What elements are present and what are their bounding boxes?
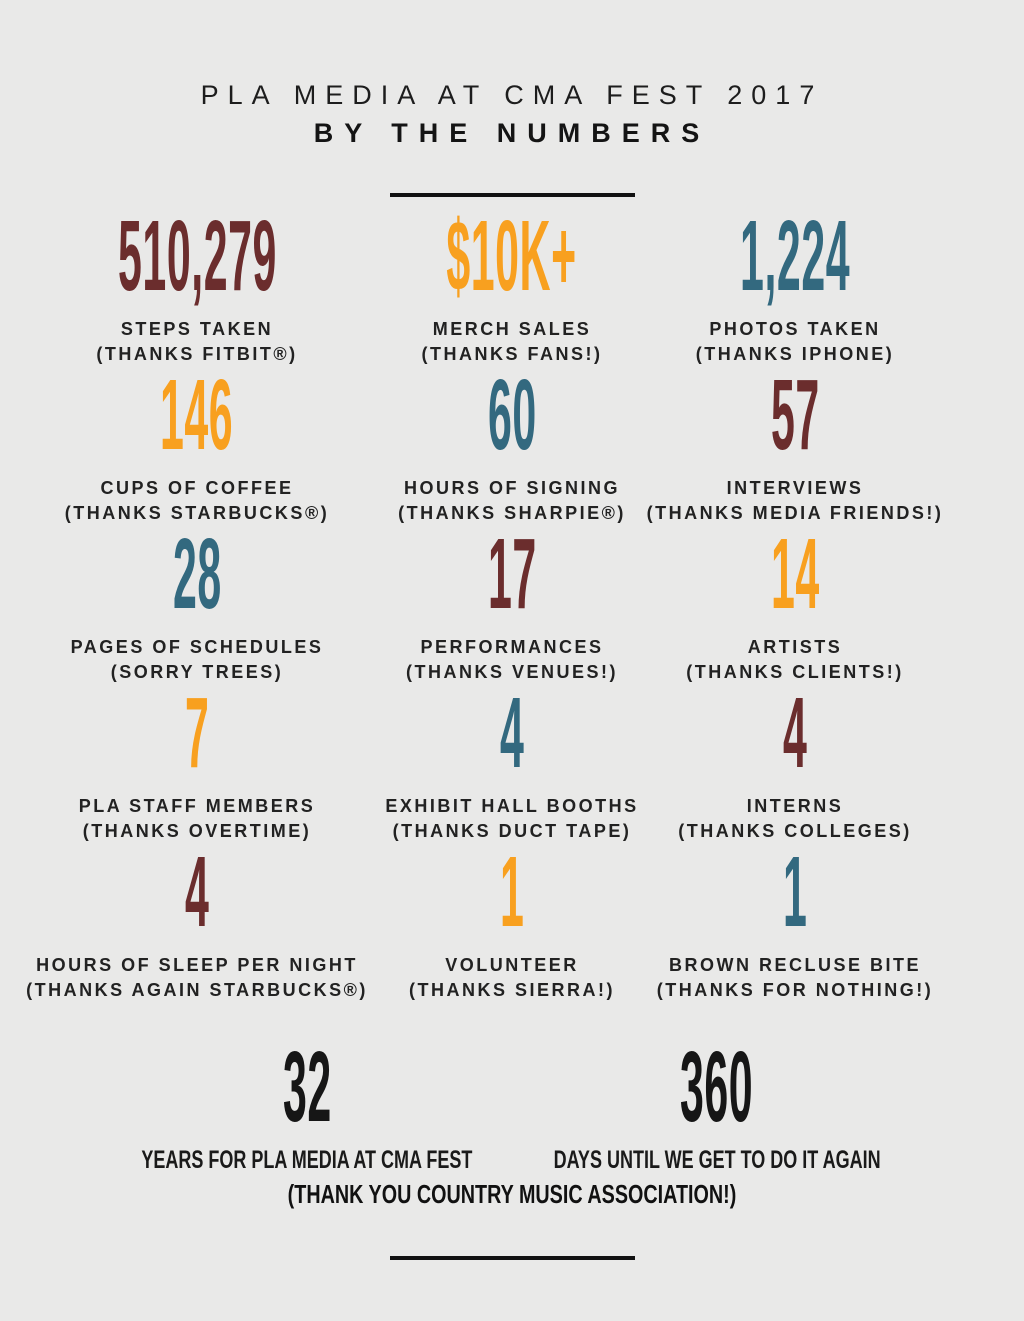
bottom-stat-item: 32 YEARS FOR PLA MEDIA AT CMA FEST: [107, 1037, 507, 1175]
stat-value: 32: [282, 1030, 332, 1143]
header: PLA MEDIA AT CMA FEST 2017 BY THE NUMBER…: [0, 0, 1024, 149]
stat-note: (THANKS SHARPIE®): [398, 502, 626, 523]
stat-note: (THANKS MEDIA FRIENDS!): [646, 502, 944, 523]
stat-note: (THANKS AGAIN STARBUCKS®): [26, 979, 368, 1000]
stat-label: HOURS OF SLEEP PER NIGHT: [36, 955, 358, 975]
stat-value-box: 360: [650, 1037, 783, 1136]
top-divider: [389, 193, 635, 197]
page-subtitle: BY THE NUMBERS: [313, 118, 711, 148]
stat-value-box: 146: [130, 365, 263, 464]
stat-value: 1: [782, 835, 808, 948]
stat-label: INTERNS: [746, 796, 844, 816]
stat-value-box: 14: [751, 524, 840, 623]
stat-label: MERCH SALES: [432, 319, 592, 339]
stat-item: 17 PERFORMANCES (THANKS VENUES!): [364, 524, 660, 694]
stat-item: 4 INTERNS (THANKS COLLEGES): [660, 683, 930, 853]
stat-item: 1,224 PHOTOS TAKEN (THANKS IPHONE): [660, 206, 930, 376]
stat-value: 17: [487, 517, 537, 630]
stat-value: $10K+: [446, 199, 578, 312]
stat-label: CUPS OF COFFEE: [100, 478, 294, 498]
stat-item: 4 HOURS OF SLEEP PER NIGHT (THANKS AGAIN…: [26, 842, 365, 1012]
stat-value-box: 510,279: [53, 206, 342, 305]
stat-value: 1: [499, 835, 525, 948]
stat-value-box: 4: [175, 842, 219, 941]
stat-note: (THANKS FITBIT®): [96, 343, 298, 364]
stat-label: EXHIBIT HALL BOOTHS: [385, 796, 639, 816]
stat-label: PERFORMANCES: [420, 637, 604, 657]
stat-value-box: 7: [175, 683, 219, 782]
stat-label: BROWN RECLUSE BITE: [669, 955, 921, 975]
stat-value: 4: [499, 676, 525, 789]
stat-item: $10K+ MERCH SALES (THANKS FANS!): [364, 206, 660, 376]
stat-item: 4 EXHIBIT HALL BOOTHS (THANKS DUCT TAPE): [364, 683, 660, 853]
stat-item: 28 PAGES OF SCHEDULES (SORRY TREES): [30, 524, 364, 694]
stat-label: INTERVIEWS: [726, 478, 864, 498]
stat-value-box: 32: [263, 1037, 352, 1136]
stat-value-box: 4: [773, 683, 817, 782]
stat-note: (THANKS OVERTIME): [82, 820, 312, 841]
stat-value: 146: [160, 358, 234, 471]
stat-note: (THANKS COLLEGES): [678, 820, 912, 841]
stat-value: 28: [172, 517, 222, 630]
bottom-divider: [389, 1256, 635, 1260]
stat-value-box: $10K+: [393, 206, 630, 305]
stat-value-box: 4: [490, 683, 534, 782]
stat-label: PAGES OF SCHEDULES: [70, 637, 324, 657]
stat-label: HOURS OF SIGNING: [403, 478, 620, 498]
stat-value: 4: [184, 835, 210, 948]
stat-value: 57: [770, 358, 820, 471]
stat-note: (THANKS FANS!): [421, 343, 603, 364]
stat-note: (SORRY TREES): [110, 661, 284, 682]
stat-value-box: 1: [773, 842, 817, 941]
stat-value: 14: [770, 517, 820, 630]
stat-label: PLA STAFF MEMBERS: [78, 796, 316, 816]
thanks-line: (THANK YOU COUNTRY MUSIC ASSOCIATION!): [287, 1179, 737, 1209]
stat-value: 4: [782, 676, 808, 789]
stat-note: (THANKS FOR NOTHING!): [656, 979, 934, 1000]
stat-item: 60 HOURS OF SIGNING (THANKS SHARPIE®): [364, 365, 660, 535]
stat-item: 57 INTERVIEWS (THANKS MEDIA FRIENDS!): [647, 365, 941, 535]
stat-note: (THANKS STARBUCKS®): [64, 502, 330, 523]
stat-value-box: 60: [468, 365, 557, 464]
stat-value-box: 28: [153, 524, 242, 623]
stat-label: DAYS UNTIL WE GET TO DO IT AGAIN: [553, 1146, 881, 1174]
bottom-stats-row: 32 YEARS FOR PLA MEDIA AT CMA FEST 360 D…: [0, 1037, 1024, 1175]
stat-item: 146 CUPS OF COFFEE (THANKS STARBUCKS®): [30, 365, 364, 535]
stat-value-box: 1,224: [695, 206, 895, 305]
stat-label: STEPS TAKEN: [120, 319, 274, 339]
stat-value-box: 1: [490, 842, 534, 941]
stat-value: 360: [680, 1030, 754, 1143]
stat-label: VOLUNTEER: [445, 955, 579, 975]
stat-item: 1 BROWN RECLUSE BITE (THANKS FOR NOTHING…: [656, 842, 934, 1012]
stat-value-box: 17: [468, 524, 557, 623]
stat-item: 14 ARTISTS (THANKS CLIENTS!): [660, 524, 930, 694]
stat-note: (THANKS VENUES!): [405, 661, 618, 682]
stat-label: PHOTOS TAKEN: [709, 319, 881, 339]
stat-note: (THANKS CLIENTS!): [686, 661, 904, 682]
bottom-stat-item: 360 DAYS UNTIL WE GET TO DO IT AGAIN: [517, 1037, 917, 1175]
stat-label: YEARS FOR PLA MEDIA AT CMA FEST: [141, 1146, 473, 1174]
stat-note: (THANKS SIERRA!): [409, 979, 615, 1000]
stat-item: 510,279 STEPS TAKEN (THANKS FITBIT®): [30, 206, 364, 376]
stat-note: (THANKS IPHONE): [695, 343, 895, 364]
stat-label: ARTISTS: [747, 637, 843, 657]
stat-value: 510,279: [117, 199, 277, 312]
stat-note: (THANKS DUCT TAPE): [392, 820, 632, 841]
stats-grid: 510,279 STEPS TAKEN (THANKS FITBIT®) $10…: [26, 206, 941, 1012]
stat-value: 1,224: [739, 199, 851, 312]
stat-item: 1 VOLUNTEER (THANKS SIERRA!): [364, 842, 660, 1012]
stat-value-box: 57: [751, 365, 840, 464]
stat-value: 7: [184, 676, 210, 789]
page-title: PLA MEDIA AT CMA FEST 2017: [200, 80, 824, 110]
stat-value: 60: [487, 358, 537, 471]
stat-item: 7 PLA STAFF MEMBERS (THANKS OVERTIME): [30, 683, 364, 853]
